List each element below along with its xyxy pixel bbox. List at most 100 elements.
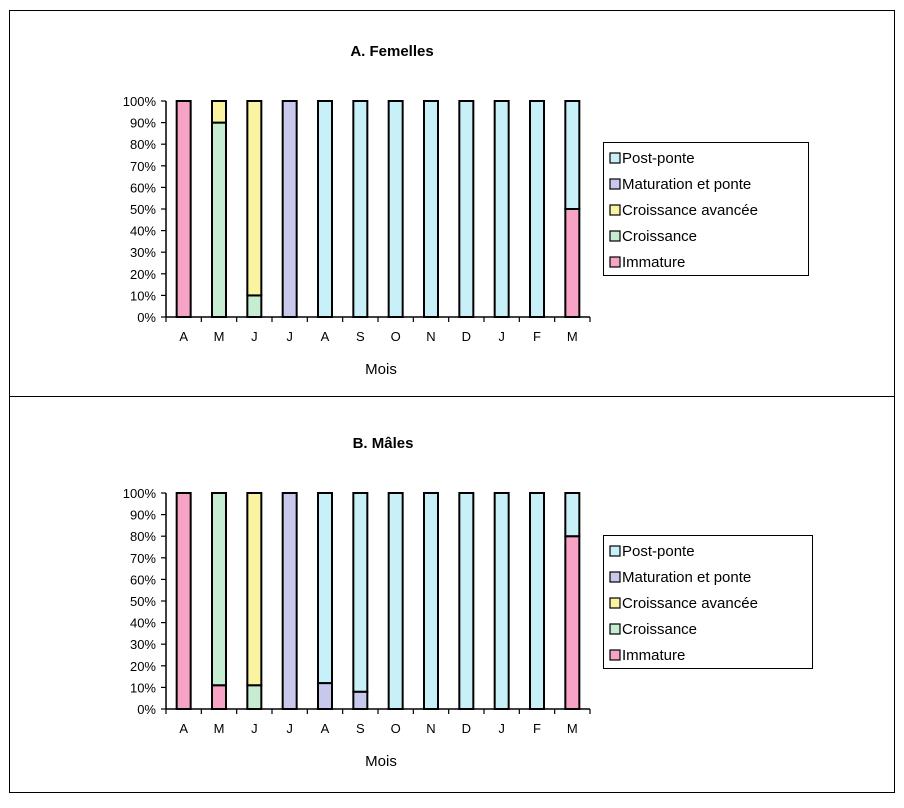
y-tick-label: 100%: [123, 486, 157, 501]
y-tick-label: 10%: [130, 288, 156, 303]
bar-segment-immature: [564, 535, 581, 711]
legend-label: Immature: [622, 647, 685, 664]
bar-segment-post-ponte: [493, 492, 510, 710]
y-tick-label: 0%: [137, 702, 156, 717]
bar-segment-croissance-avanc-e: [246, 100, 263, 297]
legend: Post-ponte Maturation et ponte Croissance …: [603, 535, 813, 669]
y-tick-label: 0%: [137, 310, 156, 325]
legend-label: Croissance: [622, 228, 697, 245]
legend-swatch: [609, 545, 621, 557]
legend-swatch: [609, 256, 621, 268]
x-tick-label: M: [214, 721, 225, 736]
x-tick-label: S: [356, 329, 365, 344]
legend-swatch: [609, 571, 621, 583]
y-tick-label: 30%: [130, 637, 156, 652]
bar-segment-post-ponte: [493, 100, 510, 318]
x-tick-label: J: [498, 329, 505, 344]
bar-segment-immature: [564, 208, 581, 318]
panel-males: B. Mâles 0% 10% 20% 30% 40% 50% 60% 70% 80% 90% 10…: [9, 396, 895, 793]
bar-segment-post-ponte: [529, 100, 545, 318]
bar-segment-post-ponte: [352, 100, 369, 318]
bar-segment-croissance: [211, 121, 227, 318]
legend-swatch: [609, 597, 621, 609]
x-tick-label: M: [567, 329, 578, 344]
y-tick-label: 20%: [130, 659, 156, 674]
bar-segment-croissance: [246, 294, 263, 318]
bar-segment-post-ponte: [317, 100, 333, 318]
y-tick-label: 70%: [130, 159, 156, 174]
bar-segment-maturation-et-ponte: [317, 682, 333, 711]
y-tick-label: 80%: [130, 137, 156, 152]
bar-segment-maturation-et-ponte: [352, 690, 369, 710]
bar-segment-maturation-et-ponte: [281, 492, 298, 710]
legend-label: Post-ponte: [622, 150, 695, 167]
x-tick-label: F: [533, 329, 541, 344]
x-tick-label: A: [179, 721, 188, 736]
bar-segment-post-ponte: [458, 100, 475, 318]
bar-segment-immature: [175, 100, 192, 318]
legend-box: [603, 142, 809, 276]
bar-segment-post-ponte: [458, 492, 475, 710]
y-tick-label: 60%: [130, 572, 156, 587]
x-tick-label: O: [391, 329, 401, 344]
legend-label: Croissance avancée: [622, 202, 758, 219]
x-tick-label: M: [567, 721, 578, 736]
legend-label: Immature: [622, 254, 685, 271]
legend-swatch: [609, 204, 621, 216]
legend-label: Croissance avancée: [622, 595, 758, 612]
y-tick-label: 90%: [130, 116, 156, 131]
bar-segment-post-ponte: [529, 492, 545, 710]
y-tick-label: 50%: [130, 594, 156, 609]
chart-title: A. Femelles: [350, 43, 433, 60]
bar-segment-post-ponte: [423, 100, 439, 318]
y-tick-label: 70%: [130, 551, 156, 566]
bar-segment-croissance: [211, 492, 227, 687]
legend-box: [603, 535, 813, 669]
x-tick-label: J: [498, 721, 505, 736]
x-tick-label: A: [321, 329, 330, 344]
bar-segment-post-ponte: [564, 100, 581, 210]
x-tick-label: J: [286, 721, 293, 736]
y-tick-label: 40%: [130, 224, 156, 239]
legend-swatch: [609, 623, 621, 635]
bar-segment-post-ponte: [564, 492, 581, 538]
x-tick-label: F: [533, 721, 541, 736]
plot-area: 0% 10% 20% 30% 40% 50% 60% 70% 80% 90% 100% A M J J A S O…: [123, 94, 591, 344]
bar-segment-immature: [175, 492, 192, 710]
x-tick-label: D: [462, 721, 471, 736]
y-tick-label: 10%: [130, 680, 156, 695]
x-tick-label: J: [251, 721, 258, 736]
y-tick-label: 30%: [130, 245, 156, 260]
plot-area: 0% 10% 20% 30% 40% 50% 60% 70% 80% 90% 100% A M J J A S O…: [123, 486, 591, 736]
y-tick-label: 20%: [130, 267, 156, 282]
legend-label: Maturation et ponte: [622, 569, 751, 586]
legend-swatch: [609, 230, 621, 242]
y-tick-label: 40%: [130, 616, 156, 631]
x-axis-title: Mois: [365, 753, 397, 770]
legend-swatch: [609, 178, 621, 190]
y-tick-label: 100%: [123, 94, 157, 109]
x-tick-label: S: [356, 721, 365, 736]
x-tick-label: M: [214, 329, 225, 344]
x-tick-label: D: [462, 329, 471, 344]
x-tick-label: J: [286, 329, 293, 344]
x-tick-label: A: [179, 329, 188, 344]
x-tick-label: N: [426, 721, 435, 736]
legend-swatch: [609, 649, 621, 661]
bar-segment-croissance-avanc-e: [211, 100, 227, 124]
legend-label: Maturation et ponte: [622, 176, 751, 193]
bar-segment-croissance-avanc-e: [246, 492, 263, 687]
panel-border: [9, 396, 895, 793]
x-axis-title: Mois: [365, 361, 397, 378]
legend-label: Croissance: [622, 621, 697, 638]
y-tick-label: 50%: [130, 202, 156, 217]
bar-segment-post-ponte: [387, 492, 404, 710]
bar-segment-post-ponte: [387, 100, 404, 318]
y-tick-label: 60%: [130, 180, 156, 195]
x-tick-label: N: [426, 329, 435, 344]
chart-title: B. Mâles: [353, 435, 414, 452]
bar-segment-croissance: [246, 684, 263, 710]
legend-swatch: [609, 152, 621, 164]
